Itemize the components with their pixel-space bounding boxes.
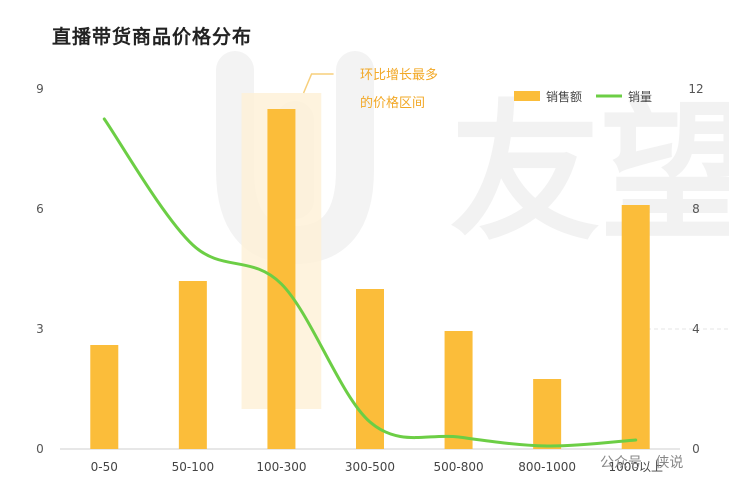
bar-50-100 <box>178 281 207 449</box>
y-left-tick: 3 <box>36 322 44 336</box>
legend: 销售额 销量 <box>514 89 652 104</box>
x-tick-300-500: 300-500 <box>345 460 395 474</box>
bar-500-800 <box>444 331 473 449</box>
line-series <box>102 117 638 448</box>
annotation-line1: 环比增长最多 <box>360 67 438 83</box>
annotation-line2: 的价格区间 <box>360 95 425 111</box>
y-right-tick: 8 <box>692 202 700 216</box>
y-right-tick: 0 <box>692 442 700 456</box>
y-right-tick: 4 <box>692 322 700 336</box>
axes: 0 3 6 9 0 4 8 12 0-50 50-100 100-300 300-500 500-800… <box>36 82 703 474</box>
y-left-tick: 9 <box>36 82 44 96</box>
legend-swatch-销售额 <box>514 91 540 101</box>
bar-1000以上 <box>621 205 650 449</box>
x-tick-500-800: 500-800 <box>434 460 484 474</box>
x-tick-50-100: 50-100 <box>172 460 215 474</box>
annotation-leader <box>302 73 334 94</box>
watermark: 公众号 · 侠说 <box>600 455 683 471</box>
watermark-logo-text: 友望 <box>450 87 729 261</box>
x-tick-1000以上: 1000以上 <box>608 460 663 474</box>
line-销量 <box>102 117 638 448</box>
bar-100-300 <box>267 109 296 449</box>
legend-label-销量: 销量 <box>628 90 652 104</box>
y-left-tick: 0 <box>36 442 44 456</box>
bar-300-500 <box>356 289 384 449</box>
bar-800-1000 <box>533 379 562 449</box>
bar-series <box>90 109 650 449</box>
bar-0-50 <box>90 345 119 449</box>
x-tick-800-1000: 800-1000 <box>518 460 576 474</box>
chart-title: 直播带货商品价格分布 <box>52 26 253 48</box>
legend-label-销售额: 销售额 <box>546 89 582 104</box>
y-left-tick: 6 <box>36 202 44 216</box>
x-tick-100-300: 100-300 <box>256 460 306 474</box>
watermark-text: 公众号 · 侠说 <box>600 455 683 471</box>
y-right-tick: 12 <box>688 82 703 96</box>
x-tick-0-50: 0-50 <box>91 460 118 474</box>
